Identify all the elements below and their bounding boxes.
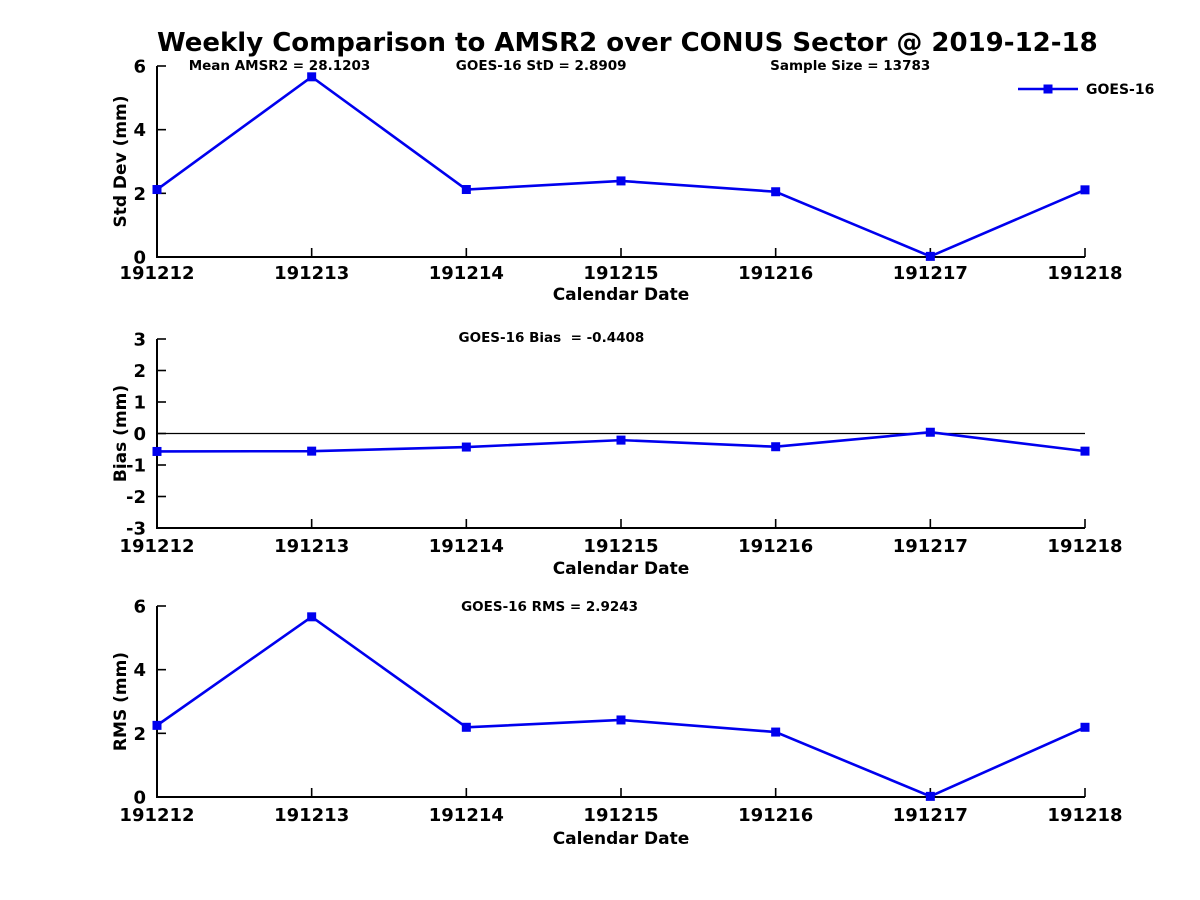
y-tick-label: 6: [133, 57, 146, 78]
y-axis-label: RMS (mm): [111, 652, 131, 751]
x-tick-label: 191216: [738, 805, 813, 826]
data-point-marker: [461, 722, 471, 732]
legend-label: GOES-16: [1086, 82, 1154, 98]
y-tick-label: 0: [133, 248, 146, 269]
annotation-text: Sample Size = 13783: [770, 58, 930, 74]
data-point-marker: [307, 612, 317, 622]
data-point-marker: [771, 727, 781, 737]
data-point-marker: [461, 442, 471, 452]
annotation-text: GOES-16 StD = 2.8909: [456, 58, 627, 74]
legend: GOES-16: [1018, 82, 1154, 98]
x-tick-label: 191213: [274, 263, 349, 284]
y-tick-label: 2: [133, 361, 146, 382]
y-tick-label: -1: [126, 456, 146, 477]
annotation-text: Mean AMSR2 = 28.1203: [189, 58, 371, 74]
data-point-marker: [1080, 446, 1090, 456]
y-tick-label: 2: [133, 724, 146, 745]
x-axis-label: Calendar Date: [553, 829, 690, 849]
subplot-1: 0 2 4 6 191212 191213 191214 191215 191216 191217…: [111, 57, 1154, 306]
x-tick-label: 191212: [119, 805, 194, 826]
x-tick-label: 191217: [893, 805, 968, 826]
x-tick-label: 191217: [893, 263, 968, 284]
x-tick-label: 191213: [274, 805, 349, 826]
series-line: [156, 75, 1086, 258]
data-point-marker: [616, 176, 626, 186]
y-tick-label: -3: [126, 519, 146, 540]
x-tick-label: 191215: [583, 805, 658, 826]
subplot-3: 0 2 4 6 191212 191213 191214 191215 191216 191217…: [111, 597, 1123, 850]
y-tick-label: -2: [126, 487, 146, 508]
y-tick-label: 0: [133, 788, 146, 809]
data-point-marker: [616, 715, 626, 725]
data-point-marker: [152, 185, 162, 195]
x-axis-label: Calendar Date: [553, 285, 690, 305]
x-tick-label: 191216: [738, 536, 813, 557]
data-point-marker: [1080, 722, 1090, 732]
x-axis-label: Calendar Date: [553, 559, 690, 579]
series-line: [156, 615, 1086, 798]
y-axis-label: Bias (mm): [111, 385, 131, 482]
x-tick-label: 191215: [583, 536, 658, 557]
x-tick-label: 191214: [429, 536, 504, 557]
data-point-marker: [152, 720, 162, 730]
y-axis-label: Std Dev (mm): [111, 95, 131, 227]
data-point-marker: [307, 446, 317, 456]
data-point-marker: [461, 185, 471, 195]
data-point-marker: [925, 427, 935, 437]
x-tick-label: 191216: [738, 263, 813, 284]
y-tick-label: 0: [133, 424, 146, 445]
annotation-text: GOES-16 RMS = 2.9243: [461, 599, 638, 615]
x-tick-label: 191214: [429, 805, 504, 826]
data-point-marker: [152, 446, 162, 456]
y-tick-label: 4: [133, 120, 146, 141]
chart-title: Weekly Comparison to AMSR2 over CONUS Se…: [157, 28, 1098, 58]
x-tick-label: 191218: [1047, 805, 1122, 826]
x-tick-label: 191218: [1047, 263, 1122, 284]
data-point-marker: [925, 251, 935, 261]
x-tick-label: 191213: [274, 536, 349, 557]
data-point-marker: [925, 791, 935, 801]
data-point-marker: [771, 187, 781, 197]
x-tick-label: 191212: [119, 263, 194, 284]
data-point-marker: [1080, 185, 1090, 195]
data-point-marker: [771, 442, 781, 452]
x-tick-label: 191214: [429, 263, 504, 284]
annotation-text: GOES-16 Bias = -0.4408: [459, 330, 645, 346]
x-tick-label: 191217: [893, 536, 968, 557]
x-tick-label: 191212: [119, 536, 194, 557]
legend-marker: [1043, 84, 1053, 94]
data-point-marker: [616, 435, 626, 445]
y-tick-label: 6: [133, 597, 146, 618]
subplot-2: -3 -2 -1 0 1 2 3 191212 191213 191214 191215 191216…: [111, 330, 1123, 580]
y-tick-label: 1: [133, 393, 146, 414]
y-tick-label: 2: [133, 184, 146, 205]
y-tick-label: 3: [133, 330, 146, 351]
x-tick-label: 191215: [583, 263, 658, 284]
y-tick-label: 4: [133, 660, 146, 681]
x-tick-label: 191218: [1047, 536, 1122, 557]
data-point-marker: [307, 72, 317, 82]
